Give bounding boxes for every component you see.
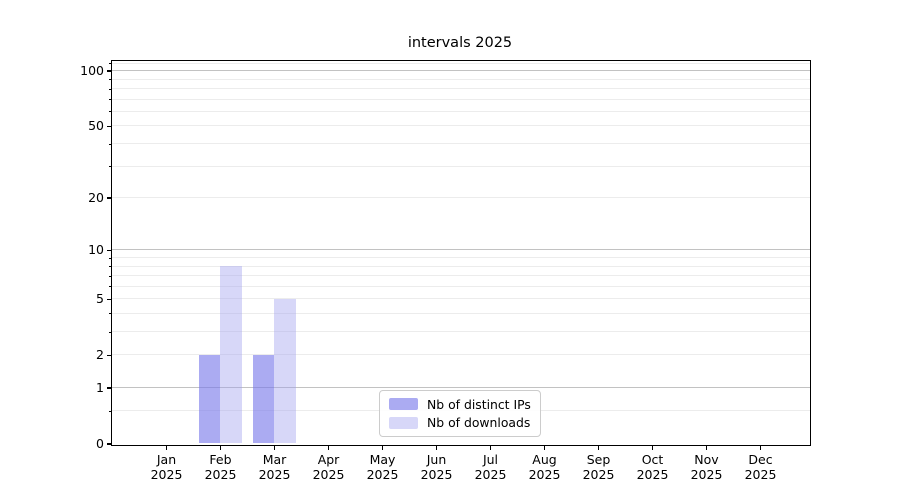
y-tick-minor [108, 410, 111, 412]
plot-area [110, 59, 811, 446]
x-tick-label: Feb 2025 [204, 452, 237, 482]
y-gridline-minor [111, 88, 810, 90]
x-tick [543, 445, 546, 450]
x-tick-label: Apr 2025 [312, 452, 345, 482]
x-tick-label: Oct 2025 [636, 452, 669, 482]
x-tick [489, 445, 492, 450]
x-tick-label: Jan 2025 [150, 452, 183, 482]
x-tick-label: Sep 2025 [582, 452, 615, 482]
y-gridline-minor [111, 354, 810, 356]
y-tick-minor [108, 257, 111, 259]
y-gridline-minor [111, 197, 810, 199]
x-tick [435, 445, 438, 450]
y-gridline-minor [111, 125, 810, 127]
y-gridline-major [111, 70, 810, 72]
y-tick-minor [108, 275, 111, 277]
y-tick [106, 298, 111, 300]
y-tick [106, 443, 111, 445]
legend-box: Nb of distinct IPs Nb of downloads [379, 390, 541, 437]
y-gridline-minor [111, 265, 810, 267]
y-gridline-major [111, 387, 810, 388]
legend-row-nb-of-distinct-ips: Nb of distinct IPs [389, 396, 531, 413]
y-gridline-minor [111, 298, 810, 300]
x-tick [381, 445, 384, 450]
y-gridline-minor [111, 257, 810, 258]
x-tick-label: Mar 2025 [258, 452, 291, 482]
legend-row-nb-of-downloads: Nb of downloads [389, 415, 531, 432]
y-tick-minor [108, 266, 111, 267]
y-gridline-minor [111, 143, 810, 145]
y-gridline-minor [111, 62, 810, 64]
y-tick-minor [108, 143, 111, 145]
y-tick [106, 354, 111, 356]
y-gridline-minor [111, 285, 810, 287]
y-gridline-minor [111, 78, 810, 80]
y-tick-minor [108, 166, 111, 168]
y-gridline-minor [111, 331, 810, 333]
y-tick-label: 1 [96, 380, 104, 395]
x-tick [327, 445, 330, 450]
y-tick-minor [108, 99, 111, 101]
y-tick-minor [108, 88, 111, 90]
y-tick-minor [108, 331, 111, 333]
y-gridline-minor [111, 98, 810, 100]
x-tick [273, 445, 276, 450]
bar-nb-of-distinct-ips [252, 354, 274, 444]
legend-label: Nb of distinct IPs [427, 396, 531, 412]
y-tick-label: 0 [96, 436, 104, 451]
chart-title: intervals 2025 [407, 35, 513, 51]
y-tick-minor [108, 313, 111, 315]
y-tick-minor [108, 286, 111, 288]
legend-swatch-nb-of-distinct-ips [389, 398, 418, 411]
x-tick [597, 445, 600, 450]
y-tick [106, 197, 111, 199]
bar-nb-of-distinct-ips [198, 354, 220, 444]
bar-nb-of-downloads [274, 298, 296, 444]
legend-label: Nb of downloads [427, 415, 531, 431]
y-tick-minor [108, 63, 111, 65]
x-tick [165, 445, 168, 450]
y-tick [106, 387, 111, 389]
y-tick [106, 249, 111, 252]
x-tick-label: Jun 2025 [420, 452, 453, 482]
y-tick-label: 20 [88, 190, 104, 206]
x-tick [651, 445, 654, 450]
x-tick-label: Jul 2025 [474, 452, 507, 482]
y-gridline-minor [111, 312, 810, 314]
y-gridline-minor [111, 165, 810, 167]
y-tick-label: 5 [96, 291, 104, 307]
y-tick-minor [108, 79, 111, 81]
x-tick-label: Aug 2025 [528, 452, 561, 482]
y-tick-label: 10 [88, 242, 104, 258]
x-tick [219, 445, 222, 450]
bar-nb-of-downloads [220, 266, 242, 444]
x-tick-label: Nov 2025 [690, 452, 723, 482]
y-gridline-minor [111, 110, 810, 112]
x-tick [705, 445, 708, 450]
y-tick-label: 2 [96, 347, 104, 363]
x-tick [759, 445, 762, 450]
y-gridline-minor [111, 275, 810, 277]
y-tick-label: 100 [80, 63, 104, 79]
y-gridline-major [111, 249, 810, 251]
legend-swatch-nb-of-downloads [389, 416, 418, 429]
x-tick-label: May 2025 [366, 452, 399, 482]
y-tick-label: 50 [88, 118, 104, 134]
y-tick-minor [108, 111, 111, 113]
x-tick-label: Dec 2025 [744, 452, 777, 482]
y-tick [106, 70, 111, 72]
y-tick [106, 125, 111, 128]
